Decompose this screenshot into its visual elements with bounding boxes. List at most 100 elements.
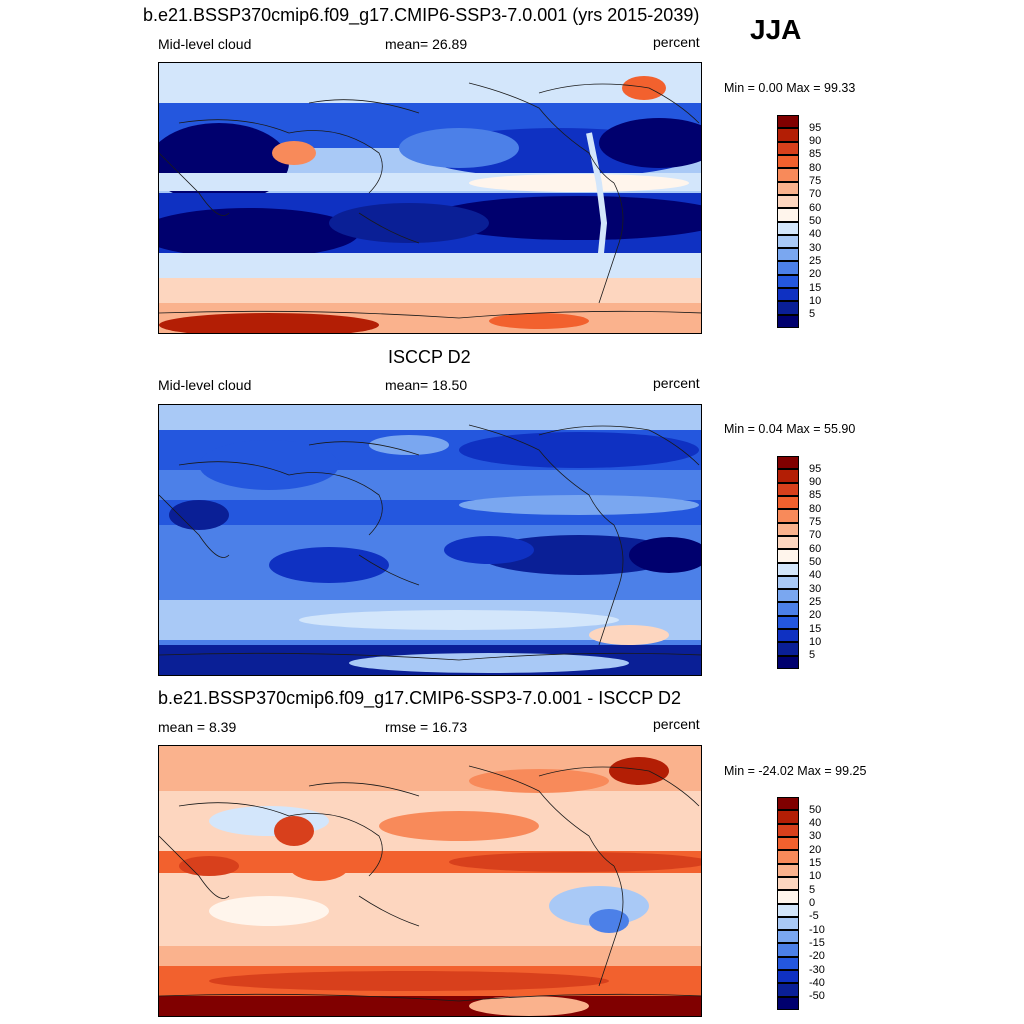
colorbar-swatch <box>777 469 799 483</box>
colorbar-swatch <box>777 629 799 643</box>
panel-1-colorbar: 95 90 85 80 75 70 60 50 40 30 25 20 15 10 5 <box>777 115 821 328</box>
panel-1-map-field <box>159 63 701 333</box>
colorbar-tick-label: 30 <box>809 582 822 595</box>
colorbar-tick-label: 5 <box>809 308 816 321</box>
colorbar-tick-label: 90 <box>809 135 822 148</box>
colorbar-swatch <box>777 970 799 984</box>
colorbar-swatch <box>777 194 799 209</box>
colorbar-swatch <box>777 221 799 235</box>
colorbar-tick-label: 50 <box>809 803 822 816</box>
colorbar-tick-label: 80 <box>809 502 822 515</box>
colorbar-swatch <box>777 288 799 302</box>
colorbar-swatch <box>777 916 799 931</box>
panel-1-mean-label: mean= 26.89 <box>385 36 468 52</box>
panel-1-minmax: Min = 0.00 Max = 99.33 <box>724 81 856 95</box>
colorbar-tick-label: 95 <box>809 462 822 475</box>
panel-3-map <box>158 745 702 1017</box>
colorbar-tick-label: -15 <box>809 936 825 949</box>
colorbar-swatch <box>777 890 799 904</box>
colorbar-tick-label: 40 <box>809 569 822 582</box>
colorbar-swatch <box>777 115 799 129</box>
colorbar-swatch <box>777 956 799 971</box>
colorbar-swatch <box>777 181 799 195</box>
panel-3-title: b.e21.BSSP370cmip6.f09_g17.CMIP6-SSP3-7.… <box>158 688 681 708</box>
panel-2-map-field <box>159 405 701 675</box>
colorbar-tick-label: 60 <box>809 542 822 555</box>
colorbar-swatch <box>777 810 799 824</box>
colorbar-tick-label: 50 <box>809 556 822 568</box>
colorbar-tick-label: 60 <box>809 201 822 214</box>
colorbar-swatch <box>777 549 799 563</box>
colorbar-tick-label: 25 <box>809 254 822 267</box>
panel-2-map <box>158 404 702 676</box>
panel-2-colorbar: 95 90 85 80 75 70 60 50 40 30 25 20 15 10 5 <box>777 456 821 669</box>
colorbar-tick-label: 90 <box>809 476 822 489</box>
panel-1-units-label: percent <box>653 34 700 50</box>
colorbar-tick-label: 70 <box>809 188 822 201</box>
colorbar-swatch <box>777 642 799 656</box>
panel-2-title: ISCCP D2 <box>388 347 471 367</box>
panel-2-units-label: percent <box>653 375 700 391</box>
colorbar-swatch <box>777 943 799 957</box>
colorbar-swatch <box>777 983 799 997</box>
colorbar-tick-label: -50 <box>809 990 825 1003</box>
panel-3-rmse-label: rmse = 16.73 <box>385 719 468 735</box>
colorbar-swatch <box>777 996 799 1010</box>
panel-3-minmax: Min = -24.02 Max = 99.25 <box>724 764 867 778</box>
colorbar-swatch <box>777 456 799 470</box>
colorbar-tick-label: 40 <box>809 228 822 241</box>
colorbar-swatch <box>777 168 799 182</box>
colorbar-swatch <box>777 208 799 222</box>
colorbar-tick-label: 15 <box>809 857 822 870</box>
colorbar-tick-label: 5 <box>809 883 816 896</box>
colorbar-swatch <box>777 930 799 944</box>
colorbar-swatch <box>777 248 799 262</box>
colorbar-swatch <box>777 535 799 550</box>
colorbar-tick-label: 85 <box>809 489 822 502</box>
colorbar-swatch <box>777 141 799 155</box>
colorbar-swatch <box>777 863 799 877</box>
panel-1-variable-label: Mid-level cloud <box>158 36 252 52</box>
season-label: JJA <box>750 14 802 45</box>
colorbar-tick-label: 30 <box>809 241 822 254</box>
colorbar-tick-label: 0 <box>809 897 816 909</box>
colorbar-swatch <box>777 562 799 576</box>
colorbar-swatch <box>777 314 799 328</box>
colorbar-tick-label: 15 <box>809 622 822 635</box>
colorbar-swatch <box>777 509 799 523</box>
colorbar-swatch <box>777 876 799 891</box>
colorbar-tick-label: 10 <box>809 870 822 883</box>
colorbar-swatch <box>777 615 799 630</box>
colorbar-swatch <box>777 482 799 496</box>
colorbar-tick-label: 30 <box>809 830 822 843</box>
colorbar-tick-label: 40 <box>809 817 822 830</box>
colorbar-swatch <box>777 154 799 169</box>
colorbar-tick-label: 75 <box>809 516 822 529</box>
colorbar-swatch <box>777 575 799 590</box>
colorbar-swatch <box>777 495 799 510</box>
panel-2-variable-label: Mid-level cloud <box>158 377 252 393</box>
colorbar-tick-label: 20 <box>809 843 822 856</box>
panel-3-units-label: percent <box>653 716 700 732</box>
panel-1-map <box>158 62 702 334</box>
colorbar-swatch <box>777 522 799 536</box>
panel-2-mean-label: mean= 18.50 <box>385 377 468 393</box>
colorbar-swatch <box>777 128 799 142</box>
colorbar-swatch <box>777 797 799 811</box>
colorbar-tick-label: 50 <box>809 215 822 227</box>
colorbar-swatch <box>777 602 799 616</box>
colorbar-tick-label: 20 <box>809 609 822 622</box>
colorbar-tick-label: 20 <box>809 268 822 281</box>
panel-1-title: b.e21.BSSP370cmip6.f09_g17.CMIP6-SSP3-7.… <box>143 5 700 25</box>
colorbar-tick-label: 5 <box>809 649 816 662</box>
colorbar-swatch <box>777 836 799 851</box>
colorbar-swatch <box>777 823 799 837</box>
colorbar-tick-label: 10 <box>809 635 822 648</box>
colorbar-tick-label: 25 <box>809 595 822 608</box>
panel-3-mean-label: mean = 8.39 <box>158 719 237 735</box>
colorbar-tick-label: -40 <box>809 976 825 989</box>
colorbar-swatch <box>777 261 799 275</box>
colorbar-tick-label: -20 <box>809 950 825 963</box>
panel-3-map-field <box>159 746 701 1016</box>
colorbar-tick-label: 85 <box>809 148 822 161</box>
